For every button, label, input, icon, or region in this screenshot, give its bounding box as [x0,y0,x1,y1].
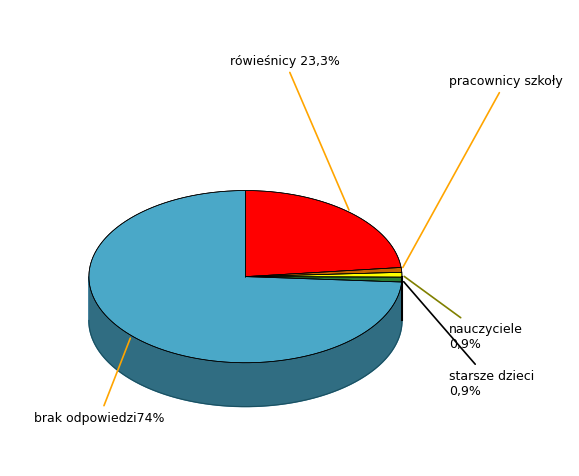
Polygon shape [245,277,402,282]
Text: pracownicy szkoły: pracownicy szkoły [403,75,563,268]
Polygon shape [245,191,401,277]
Polygon shape [245,273,402,278]
Text: rówieśnicy 23,3%: rówieśnicy 23,3% [230,55,349,210]
Polygon shape [89,277,402,407]
Polygon shape [245,268,402,277]
Text: starsze dzieci
0,9%: starsze dzieci 0,9% [404,282,534,397]
Text: nauczyciele
0,9%: nauczyciele 0,9% [404,277,523,350]
Text: brak odpowiedzi74%: brak odpowiedzi74% [34,338,164,424]
Polygon shape [89,278,402,407]
Polygon shape [89,191,402,363]
